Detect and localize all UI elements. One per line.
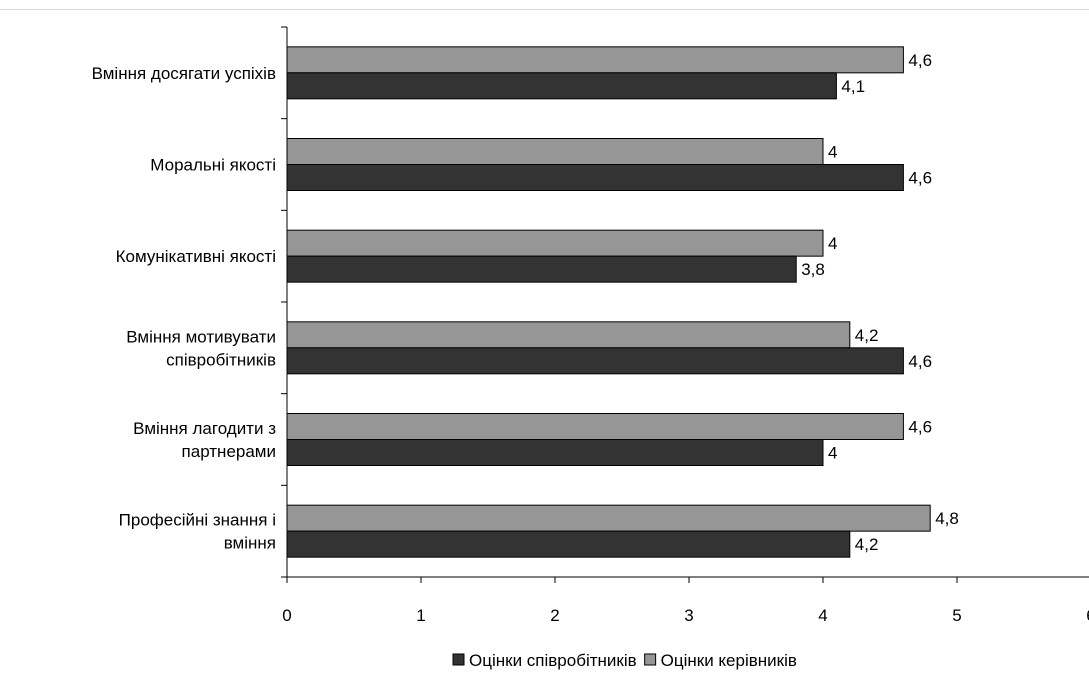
bar-employees: [286, 255, 797, 283]
data-label: 4: [828, 444, 837, 463]
data-label: 4,1: [841, 77, 865, 96]
x-tick-label: 6: [1086, 606, 1089, 625]
category-label-line: Професійні знання і: [119, 511, 276, 530]
bar-employees: [286, 72, 837, 100]
bar-managers: [286, 504, 931, 532]
category-label: Вміння досягати успіхів: [92, 64, 276, 83]
x-tick-label: 4: [818, 606, 827, 625]
bar-managers: [286, 138, 824, 165]
legend-swatch: [644, 653, 657, 666]
x-tick-label: 2: [550, 606, 559, 625]
data-label: 4,6: [908, 169, 932, 188]
legend-swatch: [452, 653, 465, 666]
category-label-line: партнерами: [182, 442, 276, 461]
bar-managers: [286, 46, 904, 74]
category-label: Моральні якості: [150, 156, 276, 175]
bar-managers: [286, 413, 904, 440]
bar-managers: [286, 229, 824, 257]
x-tick-label: 3: [684, 606, 693, 625]
category-label-line: вміння: [224, 534, 276, 553]
data-label: 4,6: [908, 352, 932, 371]
bar-employees: [286, 164, 904, 191]
category-label-line: співробітників: [166, 350, 276, 369]
x-tick-label: 0: [282, 606, 291, 625]
category-label-line: Моральні якості: [150, 156, 276, 175]
legend-label: Оцінки співробітників: [469, 651, 637, 670]
x-tick-label: 1: [416, 606, 425, 625]
top-border-line: [0, 9, 1089, 10]
category-label: Вміння мотивувати співробітників: [126, 327, 276, 369]
bar-employees: [286, 530, 851, 558]
data-label: 4,2: [855, 535, 879, 554]
legend-label: Оцінки керівників: [661, 651, 797, 670]
category-label-line: Вміння лагодити з: [133, 419, 276, 438]
data-label: 4: [828, 143, 837, 162]
x-tick-label: 5: [952, 606, 961, 625]
bar-managers: [286, 321, 851, 349]
data-label: 4: [828, 234, 837, 253]
data-label: 3,8: [801, 260, 825, 279]
category-label-line: Вміння мотивувати: [126, 327, 276, 346]
category-label-line: Вміння досягати успіхів: [92, 64, 276, 83]
data-label: 4,6: [908, 51, 932, 70]
category-label-line: Комунікативні якості: [116, 247, 276, 266]
category-label: Професійні знання і вміння: [119, 511, 276, 553]
data-label: 4,2: [855, 326, 879, 345]
bar-employees: [286, 439, 824, 466]
category-label: Комунікативні якості: [116, 247, 276, 266]
category-label: Вміння лагодити з партнерами: [133, 419, 276, 461]
bar-employees: [286, 347, 904, 375]
data-label: 4,6: [908, 418, 932, 437]
data-label: 4,8: [935, 509, 959, 528]
